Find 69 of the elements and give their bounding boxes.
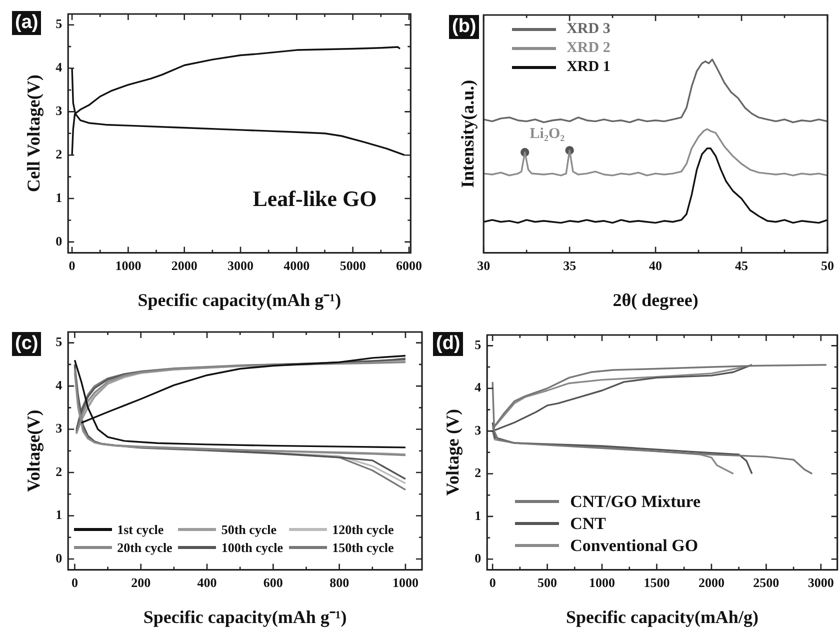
x-tick-label: 2000 bbox=[698, 574, 724, 590]
chart-title: (a) bbox=[12, 11, 42, 35]
annotation: Leaf-like GO bbox=[252, 186, 377, 211]
x-tick-label: 3000 bbox=[228, 258, 254, 273]
y-tick-label: 5 bbox=[474, 337, 482, 352]
y-tick-label: 0 bbox=[474, 550, 482, 566]
x-tick-label: 4000 bbox=[284, 258, 310, 273]
x-tick-label: 0 bbox=[68, 258, 76, 273]
x-tick-label: 45 bbox=[735, 258, 749, 273]
y-tick-label: 4 bbox=[56, 60, 63, 75]
legend-label: 50th cycle bbox=[221, 522, 277, 538]
x-axis-title: Specific capacity(mAh g⁻¹) bbox=[143, 606, 347, 627]
y-tick-label: 0 bbox=[56, 550, 62, 566]
y-tick-label: 5 bbox=[56, 334, 63, 350]
x-tick-label: 200 bbox=[131, 574, 151, 590]
x-tick-label: 500 bbox=[538, 574, 558, 590]
annotation: Li₂O₂ bbox=[530, 126, 566, 142]
x-tick-label: 400 bbox=[197, 574, 217, 590]
legend-label: 120th cycle bbox=[332, 522, 394, 538]
x-axis-title: 2θ( degree) bbox=[612, 290, 698, 310]
legend-label: 100th cycle bbox=[221, 540, 284, 556]
x-tick-label: 3000 bbox=[808, 574, 834, 590]
legend-label: 150th cycle bbox=[332, 540, 394, 556]
y-tick-label: 5 bbox=[56, 16, 63, 32]
y-axis-title: Voltage(V) bbox=[23, 410, 44, 492]
y-tick-label: 3 bbox=[56, 103, 63, 118]
legend-label: CNT/GO Mixture bbox=[570, 492, 701, 512]
legend-label: CNT bbox=[570, 514, 606, 534]
y-tick-label: 2 bbox=[56, 146, 62, 162]
x-tick-label: 1000 bbox=[115, 258, 142, 273]
x-tick-label: 600 bbox=[263, 574, 283, 590]
x-tick-label: 1500 bbox=[644, 574, 670, 590]
y-tick-label: 3 bbox=[474, 422, 482, 438]
x-axis-title: Specific capacity(mAh g⁻¹) bbox=[138, 290, 342, 310]
x-tick-label: 6000 bbox=[396, 258, 422, 273]
y-tick-label: 2 bbox=[56, 464, 62, 479]
chart-title: (c) bbox=[12, 332, 42, 356]
chart-title: (b) bbox=[449, 15, 480, 39]
y-tick-label: 1 bbox=[56, 507, 62, 522]
x-tick-label: 30 bbox=[477, 258, 490, 273]
x-tick-label: 0 bbox=[71, 574, 78, 590]
y-tick-label: 3 bbox=[56, 420, 63, 436]
x-tick-label: 0 bbox=[489, 574, 496, 590]
chart-title: (d) bbox=[433, 332, 464, 356]
legend-label: 1st cycle bbox=[117, 522, 164, 538]
legend-label: XRD 2 bbox=[566, 40, 610, 57]
legend-label: XRD 1 bbox=[566, 59, 610, 76]
x-tick-label: 5000 bbox=[340, 258, 366, 273]
y-axis-title: Cell Voltage(V) bbox=[23, 74, 44, 192]
x-tick-label: 40 bbox=[649, 258, 662, 273]
y-tick-label: 1 bbox=[474, 508, 482, 523]
x-tick-label: 1000 bbox=[589, 574, 616, 590]
x-tick-label: 2000 bbox=[171, 258, 198, 273]
x-tick-label: 35 bbox=[563, 258, 577, 273]
y-axis-title: Voltage (V) bbox=[442, 408, 462, 496]
x-tick-label: 50 bbox=[821, 258, 834, 273]
x-tick-label: 800 bbox=[330, 574, 350, 590]
legend-label: 20th cycle bbox=[117, 540, 172, 556]
y-tick-label: 0 bbox=[56, 233, 62, 248]
x-axis-title: Specific capacity(mAh/g) bbox=[566, 606, 758, 627]
y-tick-label: 2 bbox=[474, 465, 482, 480]
y-tick-label: 4 bbox=[474, 380, 482, 395]
y-tick-label: 4 bbox=[56, 377, 63, 392]
legend-label: XRD 3 bbox=[566, 21, 610, 38]
legend-label: Conventional GO bbox=[570, 536, 698, 556]
y-tick-label: 1 bbox=[56, 190, 62, 205]
y-axis-title: Intensity(a.u.) bbox=[457, 80, 478, 188]
x-tick-label: 2500 bbox=[753, 574, 780, 590]
x-tick-label: 1000 bbox=[392, 574, 418, 590]
